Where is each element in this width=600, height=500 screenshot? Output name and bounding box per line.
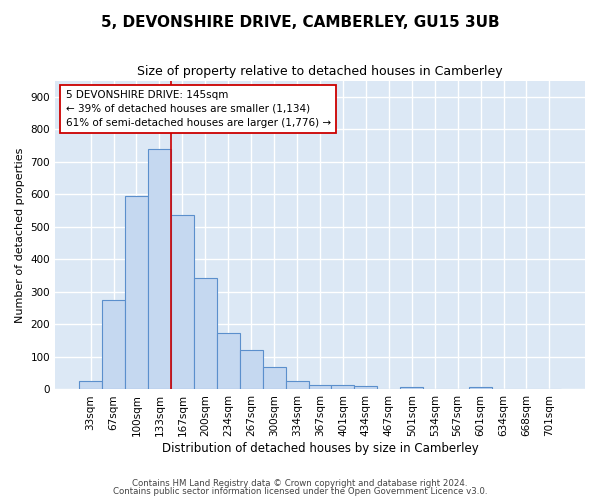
Text: 5, DEVONSHIRE DRIVE, CAMBERLEY, GU15 3UB: 5, DEVONSHIRE DRIVE, CAMBERLEY, GU15 3UB	[101, 15, 499, 30]
X-axis label: Distribution of detached houses by size in Camberley: Distribution of detached houses by size …	[161, 442, 478, 455]
Bar	[263, 368, 286, 390]
Text: Contains HM Land Registry data © Crown copyright and database right 2024.: Contains HM Land Registry data © Crown c…	[132, 478, 468, 488]
Bar	[286, 382, 308, 390]
Bar	[148, 149, 171, 390]
Bar	[217, 332, 240, 390]
Bar	[469, 387, 492, 390]
Bar	[308, 385, 331, 390]
Bar	[194, 278, 217, 390]
Bar	[79, 382, 102, 390]
Bar	[355, 386, 377, 390]
Y-axis label: Number of detached properties: Number of detached properties	[15, 148, 25, 322]
Title: Size of property relative to detached houses in Camberley: Size of property relative to detached ho…	[137, 65, 503, 78]
Bar	[125, 196, 148, 390]
Text: 5 DEVONSHIRE DRIVE: 145sqm
← 39% of detached houses are smaller (1,134)
61% of s: 5 DEVONSHIRE DRIVE: 145sqm ← 39% of deta…	[65, 90, 331, 128]
Bar	[171, 214, 194, 390]
Bar	[400, 386, 423, 390]
Bar	[240, 350, 263, 390]
Text: Contains public sector information licensed under the Open Government Licence v3: Contains public sector information licen…	[113, 487, 487, 496]
Bar	[102, 300, 125, 390]
Bar	[331, 385, 355, 390]
